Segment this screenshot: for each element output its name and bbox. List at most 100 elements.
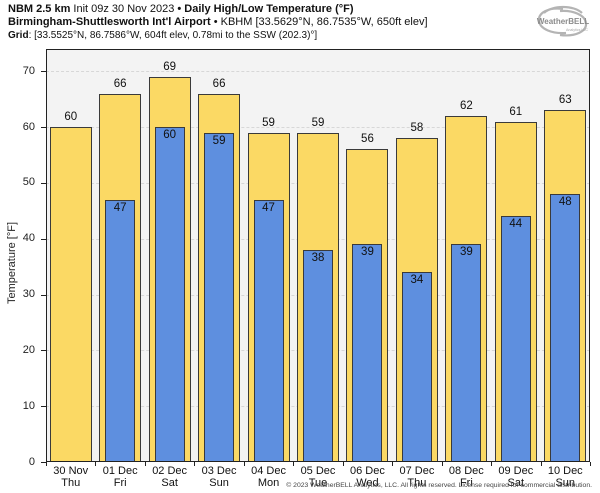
xtick-weekday: Tue: [308, 477, 328, 489]
ytick-mark-70: [41, 71, 46, 73]
header-line-2: Birmingham-Shuttlesworth Int'l Airport •…: [8, 16, 428, 29]
chart-header: NBM 2.5 km Init 09z 30 Nov 2023 • Daily …: [8, 3, 428, 42]
xtick-mark: [46, 462, 47, 466]
xtick-mark: [293, 462, 295, 466]
model-name: NBM 2.5 km: [8, 3, 71, 15]
weatherbell-logo: WeatherBELL Analytics LLC: [537, 5, 589, 37]
ytick-mark-30: [41, 294, 46, 296]
xtick-date: 07 Dec: [399, 465, 435, 477]
grid-line-60: [46, 127, 590, 129]
ytick-mark-0: [41, 462, 46, 463]
xtick-label: 04 Dec Mon: [241, 465, 297, 489]
xtick-label: 03 Dec Sun: [191, 465, 247, 489]
xtick-label: 30 Nov Thu: [43, 465, 99, 489]
header-line-1: NBM 2.5 km Init 09z 30 Nov 2023 • Daily …: [8, 3, 428, 16]
xtick-date: 08 Dec: [448, 465, 484, 477]
chart-title: Daily High/Low Temperature (°F): [184, 3, 354, 15]
xtick-mark: [491, 462, 493, 466]
low-value-label: 39: [361, 246, 374, 259]
low-value-label: 59: [212, 134, 226, 147]
header-line-3: Grid: [33.5525°N, 86.7586°W, 604ft elev,…: [8, 29, 428, 42]
y-axis: 0 10 20 30 40 50 60 70: [0, 49, 46, 468]
low-value-label: 47: [113, 201, 127, 214]
xtick-mark: [392, 462, 394, 466]
high-value-label: 59: [311, 116, 325, 129]
high-value-label: 58: [410, 122, 424, 135]
bar-low: 59: [204, 132, 235, 462]
xtick-weekday: Fri: [113, 477, 127, 489]
bullet-separator: •: [210, 16, 221, 28]
xtick-date: 30 Nov: [53, 465, 89, 477]
low-value-label: 48: [558, 196, 572, 209]
xtick-label: 05 Dec Tue: [290, 465, 346, 489]
bar-low: 47: [253, 199, 284, 462]
swirl-icon: [537, 5, 588, 37]
ytick-label-30: 30: [22, 288, 35, 301]
plot-area: 60 66 47 69 60 66 59 59 47 59 38 56 39 58 34 62 39 61 44 63…: [46, 49, 590, 462]
high-value-label: 69: [163, 60, 177, 73]
xtick-label: 10 Dec Sun: [537, 465, 593, 489]
high-value-label: 63: [558, 94, 572, 107]
xtick-weekday: Mon: [257, 477, 280, 489]
xtick-mark: [342, 462, 344, 466]
bar-low: 39: [451, 244, 482, 462]
xtick-label: 08 Dec Fri: [438, 465, 494, 489]
xtick-date: 01 Dec: [102, 465, 138, 477]
bar-low: 48: [550, 194, 581, 462]
grid-label: Grid: [8, 30, 29, 41]
ytick-mark-40: [41, 238, 46, 240]
high-value-label: 66: [212, 77, 226, 90]
x-axis: 30 Nov Thu 01 Dec Fri 02 Dec Sat 03 Dec Sun 04 D…: [43, 462, 593, 493]
ytick-label-10: 10: [22, 399, 35, 412]
high-value-label: 62: [459, 99, 473, 112]
xtick-date: 06 Dec: [350, 465, 385, 477]
xtick-date: 10 Dec: [547, 465, 583, 477]
grid-line-70: [46, 71, 590, 73]
low-value-label: 47: [262, 201, 275, 214]
low-value-label: 60: [163, 129, 177, 142]
ytick-label-50: 50: [22, 176, 35, 189]
station-name: Birmingham-Shuttlesworth Int'l Airport: [8, 16, 211, 28]
low-value-label: 38: [311, 251, 325, 264]
high-value-label: 59: [262, 116, 275, 129]
xtick-mark: [194, 462, 196, 466]
xtick-mark: [590, 462, 591, 466]
xtick-mark: [540, 462, 542, 466]
ytick-label-20: 20: [22, 343, 35, 356]
bar-low: 38: [303, 249, 333, 462]
xtick-weekday: Thu: [61, 477, 81, 489]
xtick-date: 02 Dec: [152, 465, 188, 477]
xtick-weekday: Wed: [356, 477, 379, 489]
high-value-label: 56: [361, 133, 374, 146]
xtick-mark: [95, 462, 97, 466]
xtick-weekday: Sun: [209, 477, 229, 489]
copyright-notice: © 2023 WeatherBELL Analytics, LLC. All r…: [286, 482, 592, 489]
xtick-weekday: Sun: [555, 477, 576, 489]
bar-high: [49, 127, 92, 462]
xtick-mark: [144, 462, 146, 466]
xtick-label: 07 Dec Thu: [389, 465, 445, 489]
grid-info: : [33.5525°N, 86.7586°W, 604ft elev, 0.7…: [28, 30, 318, 41]
logo-text: WeatherBELL: [537, 17, 589, 26]
xtick-weekday: Thu: [407, 477, 427, 489]
xtick-label: 02 Dec Sat: [142, 465, 198, 489]
ytick-label-70: 70: [22, 64, 35, 77]
xtick-weekday: Fri: [459, 477, 473, 489]
bar-low: 44: [500, 216, 531, 462]
xtick-label: 06 Dec Wed: [339, 465, 395, 489]
high-value-label: 66: [113, 77, 127, 90]
ytick-mark-50: [41, 182, 46, 184]
ytick-mark-60: [41, 127, 46, 129]
xtick-date: 04 Dec: [251, 465, 286, 477]
bullet-separator: •: [177, 3, 185, 15]
xtick-label: 09 Dec Sat: [488, 465, 544, 489]
low-value-label: 39: [459, 246, 473, 259]
low-value-label: 44: [509, 218, 523, 231]
bar-low: 39: [352, 244, 383, 462]
ytick-label-40: 40: [22, 232, 35, 245]
bar-low: 34: [401, 272, 432, 462]
bar-low: 47: [105, 199, 136, 462]
xtick-weekday: Sat: [507, 477, 525, 489]
low-value-label: 34: [410, 274, 424, 287]
ytick-mark-20: [41, 350, 46, 352]
